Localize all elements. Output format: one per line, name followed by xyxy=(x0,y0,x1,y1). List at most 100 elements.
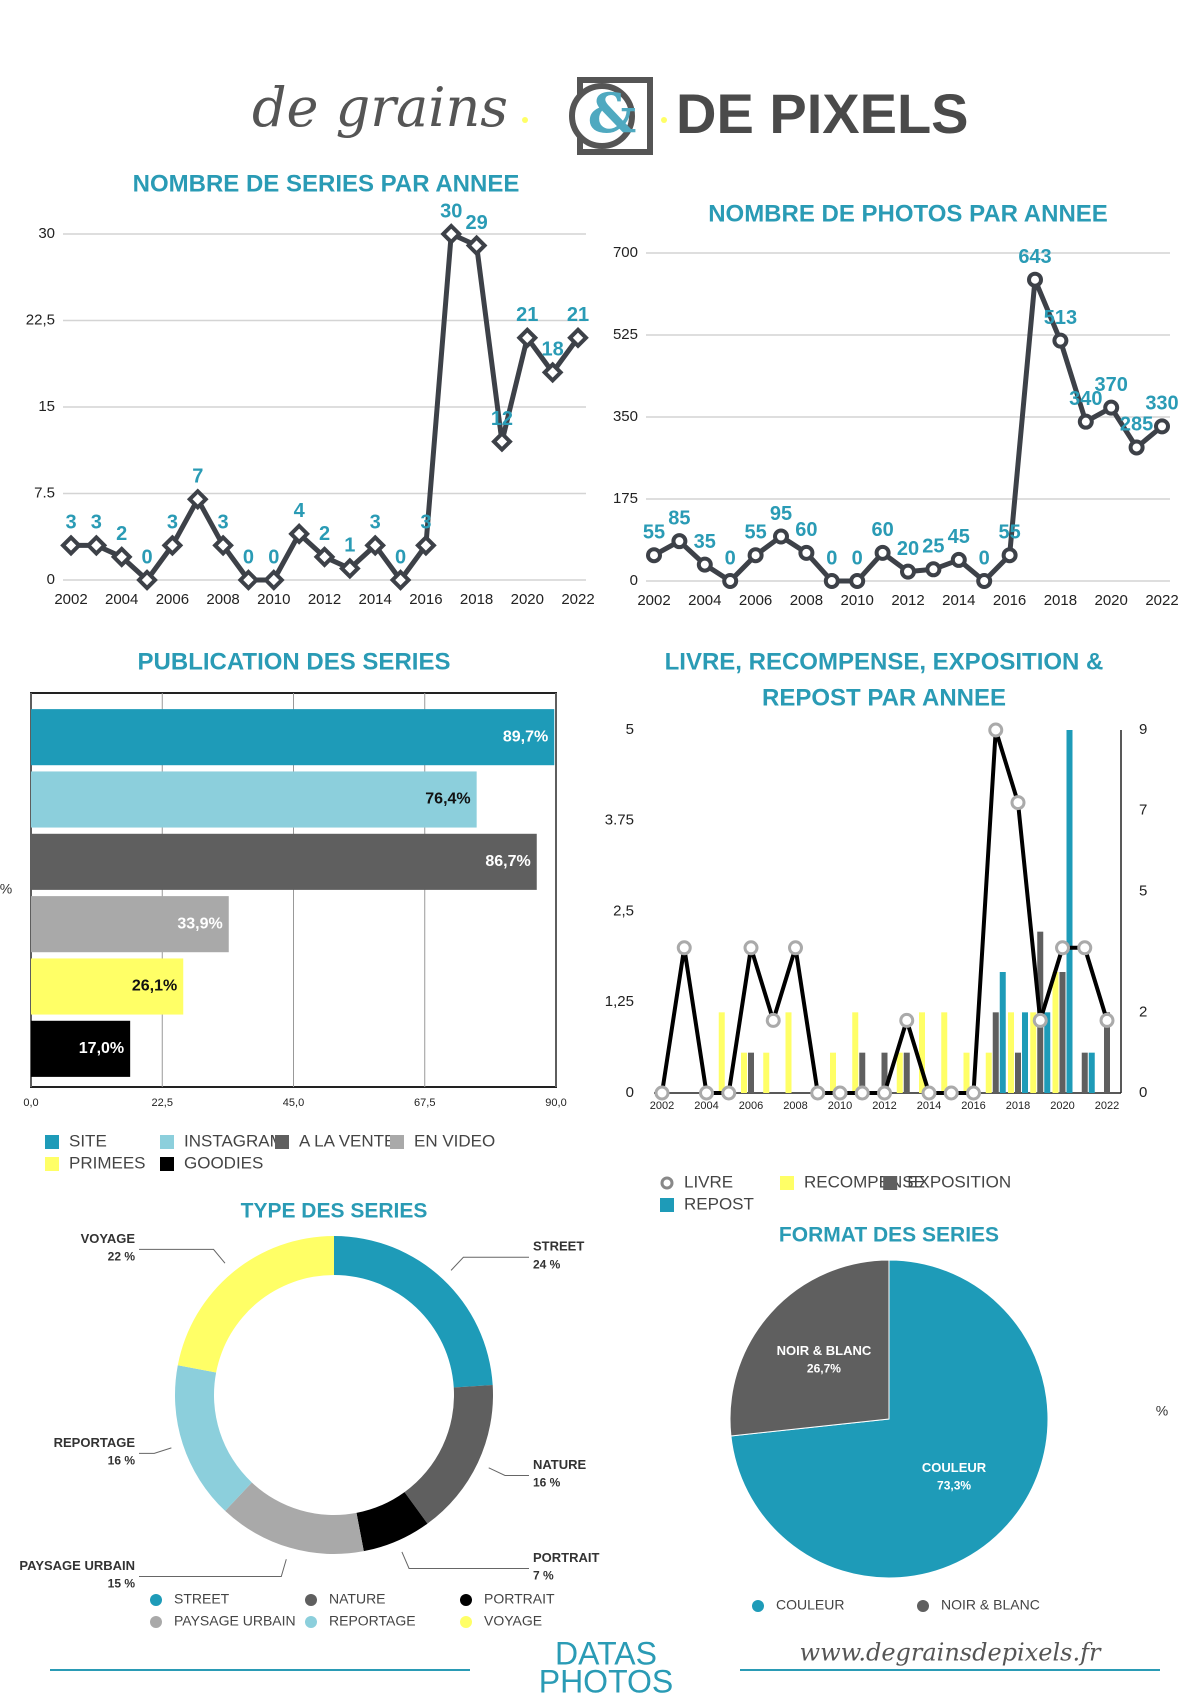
x-tick-label: 2014 xyxy=(359,591,392,608)
leader-line xyxy=(139,1248,226,1264)
bar xyxy=(852,1012,859,1093)
legend-label: REPORTAGE xyxy=(329,1613,416,1629)
x-tick-label: 2020 xyxy=(1095,592,1128,609)
legend-swatch xyxy=(305,1594,317,1606)
data-label: 2 xyxy=(319,523,330,545)
marker xyxy=(1099,1012,1115,1028)
data-label: 35 xyxy=(694,531,716,553)
y-tick-label: 0 xyxy=(630,572,638,589)
bar xyxy=(1104,1012,1110,1093)
data-label: 29 xyxy=(465,212,487,234)
bar xyxy=(999,972,1006,1093)
dot xyxy=(661,117,667,123)
y-tick-label: 700 xyxy=(613,244,638,261)
legend-swatch xyxy=(160,1135,174,1149)
bar xyxy=(31,896,229,953)
x-tick-label: 2022 xyxy=(1145,592,1178,609)
slice-label: STREET xyxy=(533,1239,584,1254)
bar xyxy=(859,1052,866,1093)
bar xyxy=(1022,1012,1028,1093)
slice-value: 15 % xyxy=(108,1577,136,1591)
data-label: 0 xyxy=(395,546,406,568)
marker xyxy=(849,573,866,589)
y-tick-label: 30 xyxy=(38,225,55,242)
marker xyxy=(1001,547,1018,564)
data-label: 26,1% xyxy=(132,978,177,995)
data-label: 0 xyxy=(268,546,279,568)
slice xyxy=(356,1492,428,1552)
marker xyxy=(85,534,108,557)
data-label: 55 xyxy=(998,522,1020,544)
marker xyxy=(60,534,82,557)
legend-label: PORTRAIT xyxy=(484,1591,555,1607)
marker xyxy=(1154,418,1170,435)
marker xyxy=(415,534,437,557)
y-tick-label: 1,25 xyxy=(605,993,634,1010)
slice-label: NATURE xyxy=(533,1457,587,1472)
legend-label: A LA VENTE xyxy=(299,1131,395,1150)
leader-line xyxy=(488,1467,529,1476)
marker xyxy=(722,573,739,589)
bar xyxy=(1044,1012,1051,1093)
legend-swatch xyxy=(460,1594,472,1606)
bar xyxy=(1059,972,1066,1093)
legend-swatch xyxy=(917,1600,929,1612)
x-tick-label: 22,5 xyxy=(152,1097,173,1109)
x-tick-label: 2022 xyxy=(1095,1100,1119,1112)
annotation: % xyxy=(1156,1403,1168,1419)
data-label: 3 xyxy=(370,512,381,534)
data-label: 17,0% xyxy=(79,1040,124,1057)
data-label: 33,9% xyxy=(177,915,222,932)
x-tick-label: 2008 xyxy=(206,591,239,608)
x-tick-label: 2018 xyxy=(1044,592,1077,609)
chart-title: REPOST PAR ANNEE xyxy=(762,684,1006,711)
x-tick-label: 2006 xyxy=(156,591,189,608)
y-tick-label: 0 xyxy=(47,571,55,588)
marker xyxy=(925,561,942,578)
x-tick-label: 0,0 xyxy=(23,1097,38,1109)
marker xyxy=(976,573,993,589)
x-tick-label: 2022 xyxy=(561,591,594,608)
data-label: 513 xyxy=(1044,307,1077,329)
x-tick-label: 2020 xyxy=(511,591,544,608)
footer-photos: PHOTOS xyxy=(539,1663,674,1696)
slice xyxy=(404,1385,493,1524)
slice-label: NOIR & BLANC xyxy=(777,1343,872,1358)
y-axis-label: % xyxy=(0,881,12,897)
legend-label: SITE xyxy=(69,1131,107,1150)
legend-swatch xyxy=(305,1616,317,1628)
bar xyxy=(31,771,477,828)
x-tick-label: 2018 xyxy=(460,591,493,608)
legend-swatch xyxy=(883,1176,898,1190)
bar xyxy=(741,1052,747,1093)
legend-swatch xyxy=(752,1600,764,1612)
header: de grains & DE PIXELS xyxy=(252,76,969,155)
footer: DATAS PHOTOS www.degrainsdepixels.fr xyxy=(50,1635,1160,1696)
bar xyxy=(785,1012,792,1093)
marker xyxy=(110,546,133,568)
marker xyxy=(212,534,234,557)
slice-label: VOYAGE xyxy=(81,1231,136,1246)
marker xyxy=(567,326,589,349)
marker xyxy=(288,523,310,545)
marker xyxy=(1010,795,1026,811)
data-label: 12 xyxy=(491,408,513,430)
marker xyxy=(1077,940,1093,956)
data-label: 330 xyxy=(1145,393,1178,415)
x-tick-label: 2016 xyxy=(961,1100,985,1112)
x-tick-label: 2012 xyxy=(872,1100,896,1112)
bar xyxy=(31,1020,131,1077)
leader-line xyxy=(139,1447,172,1454)
marker xyxy=(854,1085,870,1101)
leader-line xyxy=(139,1559,287,1577)
x-tick-label: 67,5 xyxy=(414,1097,435,1109)
legend-swatch xyxy=(460,1616,472,1628)
slice-value: 26,7% xyxy=(807,1362,841,1376)
y-tick-label: 22,5 xyxy=(26,311,55,328)
y-tick-label: 15 xyxy=(38,398,55,415)
data-label: 85 xyxy=(668,507,690,529)
y2-tick-label: 5 xyxy=(1139,882,1147,899)
marker xyxy=(823,573,840,589)
x-tick-label: 2016 xyxy=(409,591,442,608)
legend-swatch xyxy=(160,1157,174,1171)
